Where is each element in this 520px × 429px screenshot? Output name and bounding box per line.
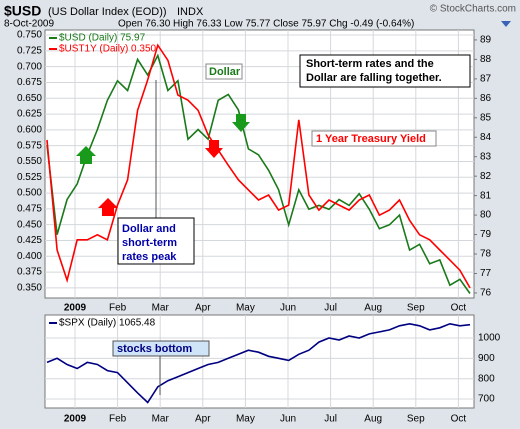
y2-tick-label: 89 [480, 35, 492, 46]
exchange: INDX [177, 6, 204, 18]
credit: © StockCharts.com [430, 4, 516, 15]
down-arrow [232, 114, 250, 132]
y2-tick-label: 87 [480, 73, 492, 84]
x-tick-label: Mar [152, 303, 170, 314]
x-tick-label: May [236, 414, 255, 425]
menu-arrow[interactable] [501, 21, 511, 27]
line-series [46, 53, 471, 294]
annotation-box [112, 340, 210, 357]
x-tick-label: Sep [407, 303, 425, 314]
y-tick-label: 0.400 [17, 251, 42, 262]
x-tick-label: 2009 [64, 303, 87, 314]
date: 8-Oct-2009 [4, 19, 54, 30]
x-tick-label: Oct [451, 303, 467, 314]
chart-title: $USD [4, 3, 41, 19]
x-tick-label: Feb [109, 414, 127, 425]
y2-tick-label: 76 [480, 288, 492, 299]
line-series [46, 322, 471, 404]
legend-label: $UST1Y (Daily) 0.350 [59, 44, 157, 55]
x-tick-label: Jul [324, 303, 337, 314]
y-tick-label: 0.625 [17, 109, 42, 120]
y-tick-label: 0.700 [17, 61, 42, 72]
y-tick-label: 0.425 [17, 235, 42, 246]
y-tick-label: 0.350 [17, 283, 42, 294]
x-tick-label: Jun [280, 303, 296, 314]
annotation-box [117, 217, 195, 265]
y-tick-label: 0.450 [17, 219, 42, 230]
subtitle: (US Dollar Index (EOD)) [48, 6, 167, 18]
y2-tick-label: 84 [480, 132, 492, 143]
annotation: Short-term rates and the [306, 58, 434, 70]
y-tick-label: 700 [478, 394, 495, 405]
x-tick-label: Apr [195, 414, 211, 425]
annotation: Dollar are falling together. [306, 72, 442, 84]
x-tick-label: Feb [109, 303, 127, 314]
y-tick-label: 0.600 [17, 125, 42, 136]
quote: Open 76.30 High 76.33 Low 75.77 Close 75… [118, 19, 414, 30]
y2-tick-label: 86 [480, 93, 492, 104]
y-tick-label: 0.675 [17, 77, 42, 88]
y-tick-label: 0.550 [17, 156, 42, 167]
y-tick-label: 0.725 [17, 45, 42, 56]
line-series [46, 43, 471, 289]
y-tick-label: 800 [478, 373, 495, 384]
x-tick-label: 2009 [64, 414, 87, 425]
x-tick-label: Sep [407, 414, 425, 425]
y-tick-label: 0.475 [17, 204, 42, 215]
y2-tick-label: 80 [480, 210, 492, 221]
y2-tick-label: 79 [480, 229, 492, 240]
x-tick-label: Mar [152, 414, 170, 425]
x-tick-label: Aug [364, 414, 382, 425]
y2-tick-label: 77 [480, 268, 492, 279]
down-arrow [205, 140, 223, 158]
x-tick-label: Oct [451, 414, 467, 425]
y2-tick-label: 85 [480, 112, 492, 123]
y-tick-label: 0.375 [17, 267, 42, 278]
annotation: rates peak [122, 251, 177, 263]
y-tick-label: 900 [478, 353, 495, 364]
legend-label: $SPX (Daily) 1065.48 [59, 318, 156, 329]
y-tick-label: 0.500 [17, 188, 42, 199]
y2-tick-label: 83 [480, 151, 492, 162]
annotation: stocks bottom [117, 343, 192, 355]
y-tick-label: 0.575 [17, 140, 42, 151]
annotation-box [205, 63, 243, 80]
annotation-box [299, 54, 471, 88]
annotation: Dollar [209, 66, 241, 78]
y2-tick-label: 82 [480, 171, 492, 182]
y-tick-label: 0.650 [17, 93, 42, 104]
lower-plot-area [44, 314, 475, 409]
annotation: Dollar and [122, 223, 176, 235]
y-tick-label: 0.525 [17, 172, 42, 183]
annotation-box [311, 130, 437, 147]
x-tick-label: Aug [364, 303, 382, 314]
x-tick-label: Jul [324, 414, 337, 425]
y-tick-label: 0.750 [17, 30, 42, 41]
up-arrow [98, 198, 118, 216]
annotation: 1 Year Treasury Yield [316, 133, 426, 145]
x-tick-label: Jun [280, 414, 296, 425]
legend-label: $USD (Daily) 75.97 [59, 33, 146, 44]
up-arrow [76, 146, 96, 164]
y-tick-label: 1000 [478, 333, 501, 344]
y2-tick-label: 81 [480, 190, 492, 201]
x-tick-label: Apr [195, 303, 211, 314]
x-tick-label: May [236, 303, 255, 314]
y2-tick-label: 78 [480, 249, 492, 260]
y2-tick-label: 88 [480, 54, 492, 65]
annotation: short-term [122, 237, 177, 249]
